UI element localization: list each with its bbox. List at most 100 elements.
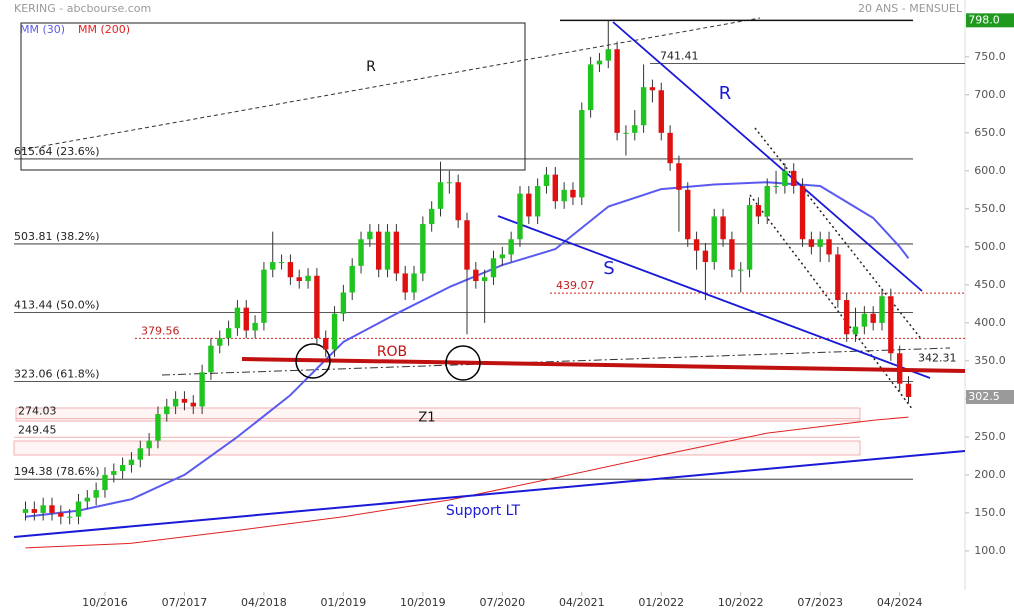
candle-body <box>111 471 117 475</box>
candle-body <box>217 338 223 346</box>
price-marker <box>966 389 1014 404</box>
candle-body <box>587 64 594 111</box>
candle-body <box>446 182 453 184</box>
candle-body <box>137 448 143 460</box>
y-tick-label: 450.0 <box>974 278 1006 291</box>
candle-body <box>102 474 108 491</box>
candle-body <box>296 277 302 282</box>
candle-body <box>676 163 682 190</box>
marker-circle <box>295 343 331 379</box>
annotation: S <box>603 258 614 279</box>
x-tick-label: 04/2018 <box>241 596 287 609</box>
y-tick-label: 650.0 <box>974 126 1006 139</box>
annotation: Z1 <box>418 411 435 426</box>
candle-body <box>623 132 629 134</box>
candle-body <box>764 186 770 217</box>
candle-body <box>384 231 391 270</box>
x-tick-label: 10/2022 <box>718 596 764 609</box>
candle-body <box>605 49 611 61</box>
level-label: 194.38 (78.6%) <box>14 465 100 478</box>
y-tick-label: 200.0 <box>974 468 1006 481</box>
level-label: 615.64 (23.6%) <box>14 145 100 158</box>
zone <box>15 407 861 422</box>
level-label: 323.06 (61.8%) <box>14 367 100 380</box>
candle-body <box>508 239 514 255</box>
candle-body <box>526 193 532 217</box>
candle-body <box>66 516 73 518</box>
candle-body <box>711 216 717 263</box>
candle-body <box>84 497 91 502</box>
candle-body <box>534 186 541 217</box>
candle-body <box>437 182 444 209</box>
candle-body <box>879 296 885 323</box>
candle-body <box>190 402 196 407</box>
candle-body <box>22 509 29 513</box>
candle-body <box>314 275 320 339</box>
candle-body <box>693 239 700 251</box>
candle-body <box>896 353 903 384</box>
candle-body <box>596 60 603 65</box>
candle-body <box>164 406 170 415</box>
y-tick-label: 550.0 <box>974 202 1006 215</box>
candle-body <box>331 313 338 350</box>
candle-body <box>490 258 497 278</box>
candle-body <box>270 262 276 270</box>
candle-body <box>464 220 470 270</box>
candle-body <box>155 414 161 441</box>
candle-body <box>782 170 788 187</box>
candle-body <box>861 313 868 327</box>
candle-body <box>473 269 479 282</box>
level-label: 249.45 <box>18 423 57 436</box>
candle-body <box>199 372 205 407</box>
candle-body <box>640 87 647 126</box>
candle-body <box>870 313 876 323</box>
y-tick-label: 350.0 <box>974 354 1006 367</box>
trendline <box>20 17 761 151</box>
candle-body <box>323 338 329 350</box>
candle-body <box>685 189 691 240</box>
candle-body <box>791 170 797 187</box>
candle-body <box>852 326 859 335</box>
candle-body <box>729 239 735 270</box>
candle-body <box>402 273 408 293</box>
header-title: KERING - abcbourse.com <box>14 2 151 15</box>
candle-body <box>649 87 656 91</box>
candle-body <box>225 328 232 339</box>
candle-body <box>172 398 179 407</box>
x-tick-label: 04/2021 <box>559 596 605 609</box>
candle-body <box>835 254 841 301</box>
candle-body <box>481 277 488 282</box>
legend-label: MM (200) <box>78 23 130 36</box>
candle-body <box>905 383 912 397</box>
candle-body <box>517 193 523 240</box>
candle-body <box>543 174 550 187</box>
candle-body <box>614 49 620 133</box>
y-tick-label: 500.0 <box>974 240 1006 253</box>
candle-body <box>119 465 126 472</box>
level-label: 342.31 <box>918 352 957 365</box>
candle-body <box>499 254 506 259</box>
y-tick-label: 400.0 <box>974 316 1006 329</box>
price-marker <box>966 13 1014 28</box>
candle-body <box>349 265 355 293</box>
trendline <box>612 21 923 292</box>
candle-body <box>411 273 417 293</box>
annotation: R <box>366 59 376 75</box>
y-tick-label: 250.0 <box>974 430 1006 443</box>
candle-body <box>146 440 152 449</box>
candle-body <box>367 231 373 240</box>
candle-body <box>667 132 673 164</box>
candle-body <box>888 296 894 354</box>
candle-body <box>31 509 38 513</box>
level-label: 503.81 (38.2%) <box>14 230 100 243</box>
candle-body <box>817 239 823 247</box>
candle-body <box>755 205 762 217</box>
price-marker-label: 302.5 <box>968 390 1000 403</box>
y-tick-label: 150.0 <box>974 506 1006 519</box>
level-label: 379.56 <box>141 324 180 337</box>
candle-body <box>49 505 55 513</box>
y-tick-label: 100.0 <box>974 544 1006 557</box>
x-tick-label: 07/2023 <box>797 596 843 609</box>
header-period: 20 ANS - MENSUEL <box>858 2 963 15</box>
